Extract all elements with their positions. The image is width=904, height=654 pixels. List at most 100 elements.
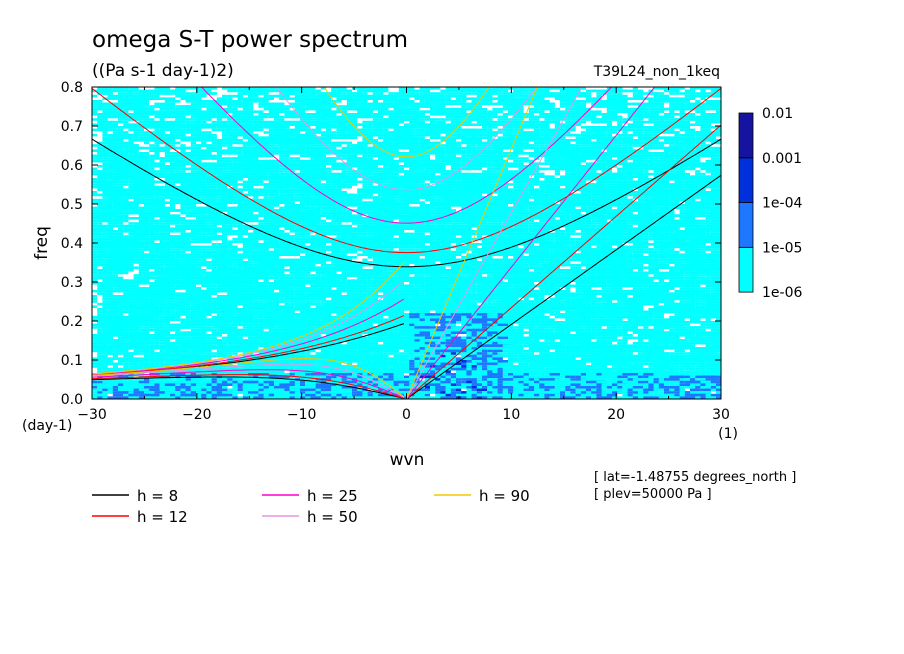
heatmap-cell: [388, 214, 399, 217]
heatmap-cell: [528, 206, 540, 210]
heatmap-cell: [487, 167, 503, 171]
heatmap-cell: [310, 136, 316, 139]
heatmap-cell: [123, 162, 129, 165]
heatmap-cell: [528, 165, 534, 168]
heatmap-cell: [300, 165, 311, 168]
heatmap-cell: [346, 89, 352, 93]
heatmap-cell: [554, 118, 560, 121]
heatmap-cell: [658, 217, 675, 220]
heatmap-cell: [440, 157, 446, 160]
heatmap-cell: [331, 172, 347, 176]
heatmap-cell: [248, 188, 259, 191]
heatmap-cell: [190, 162, 196, 165]
heatmap-cell: [222, 172, 233, 176]
heatmap-cell: [164, 141, 170, 145]
heatmap-cell: [508, 206, 524, 210]
heatmap-cell: [716, 183, 721, 186]
heatmap-cell: [242, 118, 254, 121]
heatmap-cell: [112, 157, 118, 160]
heatmap-cell: [92, 110, 98, 113]
heatmap-cell: [154, 131, 165, 134]
heatmap-cell: [414, 214, 425, 217]
heatmap-cell: [102, 115, 108, 119]
heatmap-cell: [357, 157, 363, 160]
heatmap-cell: [606, 170, 612, 173]
heatmap-cell: [279, 102, 285, 106]
heatmap-cell: [409, 170, 415, 173]
heatmap-cell: [580, 170, 586, 173]
heatmap-cell: [466, 113, 477, 116]
heatmap-cell: [180, 178, 191, 181]
heatmap-cell: [294, 152, 306, 155]
heatmap-cell: [128, 87, 134, 90]
heatmap-cell: [284, 92, 295, 95]
heatmap-cell: [154, 201, 165, 204]
heatmap-cell: [716, 152, 721, 155]
heatmap-cell: [326, 175, 332, 178]
heatmap-cell: [274, 110, 285, 113]
heatmap-cell: [341, 165, 347, 168]
heatmap-cell: [440, 178, 451, 181]
heatmap-cell: [565, 162, 576, 165]
heatmap-cell: [310, 157, 321, 160]
heatmap-cell: [539, 188, 545, 191]
heatmap-cell: [450, 149, 462, 152]
heatmap-cell: [362, 224, 373, 228]
heatmap-cell: [586, 193, 592, 197]
heatmap-cell: [190, 128, 196, 132]
heatmap-cell: [487, 172, 503, 176]
heatmap-cell: [159, 87, 170, 90]
heatmap-cell: [664, 141, 670, 145]
heatmap-cell: [159, 180, 165, 184]
heatmap-cell: [222, 97, 228, 100]
heatmap-cell: [596, 178, 612, 181]
heatmap-cell: [424, 211, 430, 215]
heatmap-cell: [643, 196, 649, 199]
heatmap-cell: [653, 144, 659, 147]
heatmap-cell: [315, 165, 321, 168]
heatmap-cell: [586, 115, 592, 119]
heatmap-cell: [404, 97, 410, 100]
heatmap-cell: [383, 172, 389, 176]
heatmap-cell: [523, 224, 529, 228]
heatmap-cell: [580, 159, 586, 163]
heatmap-cell: [617, 193, 623, 197]
heatmap-cell: [716, 211, 721, 215]
heatmap-cell: [362, 183, 368, 186]
heatmap-cell: [372, 146, 384, 150]
heatmap-cell: [294, 175, 306, 178]
heatmap-cell: [658, 110, 664, 113]
heatmap-cell: [461, 97, 477, 100]
heatmap-cell: [674, 188, 680, 191]
heatmap-cell: [700, 178, 706, 181]
heatmap-cell: [430, 196, 436, 199]
heatmap-cell: [284, 154, 290, 158]
heatmap-cell: [528, 159, 534, 163]
heatmap-cell: [196, 105, 207, 108]
heatmap-cell: [445, 126, 462, 129]
heatmap-cell: [315, 185, 321, 189]
heatmap-cell: [154, 185, 160, 189]
heatmap-cell: [445, 170, 451, 173]
heatmap-cell: [362, 102, 368, 106]
heatmap-cell: [175, 92, 181, 95]
heatmap-cell: [632, 185, 638, 189]
heatmap-cell: [268, 183, 274, 186]
heatmap-cell: [471, 115, 488, 119]
heatmap-cell: [669, 123, 675, 126]
heatmap-cell: [102, 217, 108, 220]
heatmap-cell: [232, 198, 243, 202]
heatmap-cell: [487, 191, 493, 194]
heatmap-cell: [196, 214, 202, 217]
heatmap-cell: [560, 214, 566, 217]
heatmap-cell: [508, 222, 514, 225]
heatmap-cell: [336, 211, 352, 215]
heatmap-cell: [544, 126, 550, 129]
heatmap-cell: [305, 224, 311, 228]
heatmap-cell: [638, 110, 644, 113]
heatmap-cell: [658, 191, 664, 194]
heatmap-cell: [336, 141, 347, 145]
heatmap-cell: [372, 87, 378, 90]
heatmap-cell: [211, 193, 217, 197]
heatmap-cell: [352, 214, 358, 217]
